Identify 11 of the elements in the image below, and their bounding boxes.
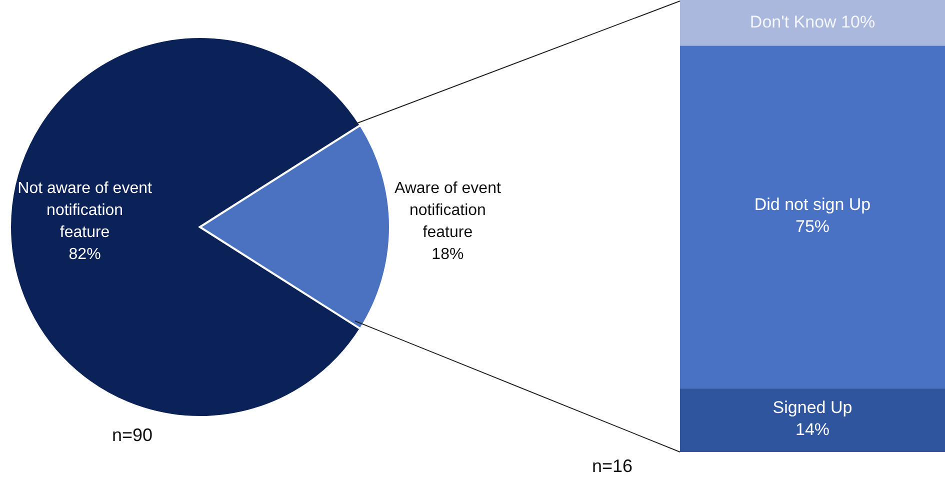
series-label: Did not sign Up [754,195,871,214]
data-label: 75% [795,217,830,236]
data-label: 14% [795,420,830,440]
text: Don't Know 10% [750,12,876,32]
data-label: 82% [68,246,101,264]
slice-label: Aware of event notification feature [394,180,502,242]
slice-label: Not aware of event notification feature [18,180,153,242]
series-label: Signed Up [772,398,852,418]
data-label: 18% [432,246,464,264]
text: n=16 [592,456,633,477]
text: n=90 [112,425,153,446]
